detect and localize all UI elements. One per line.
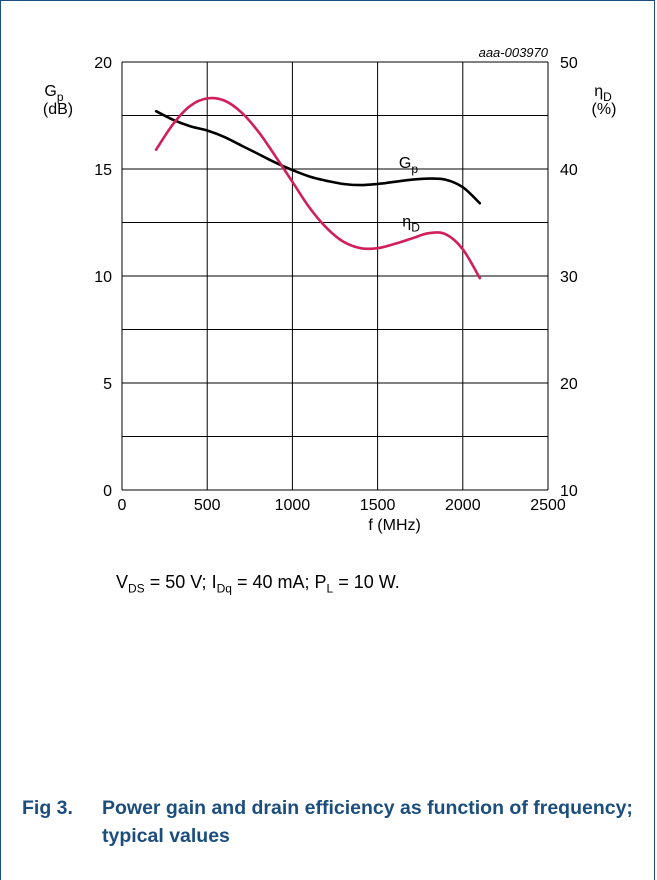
figure-number: Fig 3. xyxy=(22,797,73,819)
y-left-tick-label: 5 xyxy=(103,376,112,393)
x-tick-label: 1500 xyxy=(360,497,396,514)
series-label-etad: ηD xyxy=(402,214,420,235)
y-right-tick-label: 50 xyxy=(560,55,578,72)
y-right-axis-symbol: ηD xyxy=(594,83,612,104)
series-line-etad xyxy=(154,96,482,280)
x-tick-label: 2000 xyxy=(445,497,481,514)
y-left-tick-label: 20 xyxy=(94,55,112,72)
vds-symbol: V xyxy=(116,572,129,592)
x-tick-label: 2500 xyxy=(530,497,566,514)
series-line-gp xyxy=(154,109,482,205)
x-tick-label: 500 xyxy=(194,497,221,514)
vds-value: = 50 V; xyxy=(144,572,212,592)
x-tick-label: 0 xyxy=(118,497,127,514)
pl-value: = 10 W. xyxy=(333,572,400,592)
chart-series-layer xyxy=(154,96,482,280)
y-right-tick-label: 20 xyxy=(560,376,578,393)
x-tick-label: 1000 xyxy=(275,497,311,514)
y-left-tick-label: 15 xyxy=(94,162,112,179)
y-left-tick-label: 10 xyxy=(94,269,112,286)
idq-symbol: I xyxy=(211,572,217,592)
y-right-tick-label: 40 xyxy=(560,162,578,179)
chart-grid xyxy=(121,61,549,491)
y-left-tick-label: 0 xyxy=(103,483,112,500)
series-label-gp: Gp xyxy=(399,155,418,176)
idq-value: = 40 mA; xyxy=(231,572,315,592)
y-right-axis-unit: (%) xyxy=(592,101,617,118)
pl-subscript: L xyxy=(326,581,334,596)
y-left-axis-unit: (dB) xyxy=(43,101,73,118)
pl-symbol: P xyxy=(314,572,327,592)
y-right-tick-label: 10 xyxy=(560,483,578,500)
y-left-axis-symbol: Gp xyxy=(44,83,63,104)
x-axis-label: f (MHz) xyxy=(368,517,420,534)
test-conditions: VDS = 50 V; IDq = 40 mA; PL = 10 W. xyxy=(116,572,400,596)
figure-reference-id: aaa-003970 xyxy=(479,45,549,60)
idq-subscript: Dq xyxy=(216,581,232,596)
y-right-tick-label: 30 xyxy=(560,269,578,286)
vds-subscript: DS xyxy=(128,581,145,596)
figure-caption-text: Power gain and drain efficiency as funct… xyxy=(102,797,633,847)
